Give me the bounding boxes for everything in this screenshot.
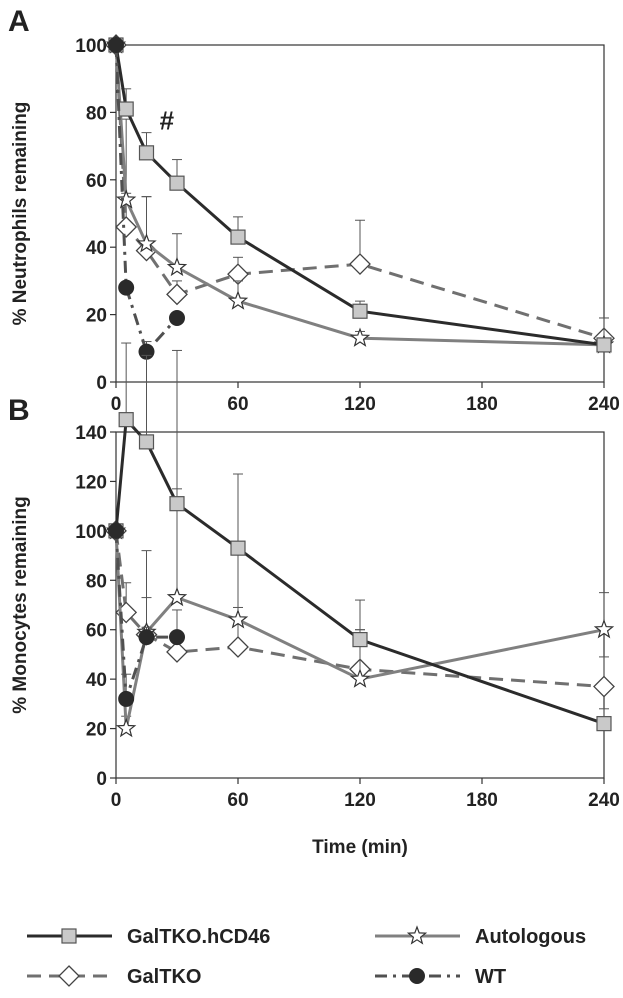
x-tick-label: 0 bbox=[111, 394, 122, 415]
y-tick-label: 100 bbox=[75, 36, 107, 57]
x-tick-label: 60 bbox=[227, 790, 248, 811]
data-point bbox=[166, 586, 188, 607]
data-point bbox=[138, 629, 155, 646]
y-tick-label: 80 bbox=[86, 103, 107, 124]
significance-annotation: # bbox=[160, 105, 175, 135]
data-point bbox=[166, 641, 188, 663]
data-point bbox=[227, 609, 249, 629]
data-point bbox=[227, 636, 249, 658]
y-tick-label: 60 bbox=[86, 621, 107, 642]
data-point bbox=[349, 253, 371, 275]
legend-marker bbox=[406, 925, 428, 945]
x-axis-label: Time (min) bbox=[312, 837, 408, 858]
data-point bbox=[118, 279, 135, 296]
y-tick-label: 40 bbox=[86, 238, 107, 259]
y-tick-label: 0 bbox=[96, 373, 107, 394]
series-line bbox=[114, 44, 605, 340]
x-tick-label: 240 bbox=[588, 790, 620, 811]
data-point bbox=[349, 668, 371, 688]
data-point bbox=[593, 675, 615, 698]
legend-item-galtko_hcd46: GalTKO.hCD46 bbox=[27, 926, 270, 948]
data-point bbox=[166, 283, 188, 306]
data-point bbox=[169, 629, 185, 646]
data-point bbox=[118, 412, 134, 428]
y-tick-label: 40 bbox=[86, 670, 107, 691]
y-tick-label: 140 bbox=[75, 423, 107, 444]
legend: GalTKO.hCD46 Autologous GalTKO WT bbox=[27, 925, 586, 988]
data-point bbox=[166, 256, 188, 277]
data-point bbox=[118, 690, 135, 707]
y-tick-label: 120 bbox=[75, 472, 107, 493]
panel-label: B bbox=[8, 394, 30, 427]
data-point bbox=[136, 233, 157, 253]
x-tick-label: 0 bbox=[111, 790, 122, 811]
series-galtko_hcd46 bbox=[108, 37, 612, 353]
x-tick-label: 60 bbox=[227, 394, 248, 415]
y-axis-label: % Neutrophils remaining bbox=[10, 102, 31, 326]
legend-label: WT bbox=[475, 966, 506, 988]
panel-a: A 0 20 40 60 80 100 0 60 120 180 240 % Neutrophils r… bbox=[8, 5, 620, 415]
x-tick-label: 180 bbox=[466, 394, 498, 415]
x-tick-label: 120 bbox=[344, 394, 376, 415]
legend-label: GalTKO.hCD46 bbox=[127, 926, 270, 948]
legend-marker bbox=[58, 965, 80, 987]
series-wt bbox=[108, 522, 185, 707]
y-tick-label: 100 bbox=[75, 522, 107, 543]
legend-item-galtko: GalTKO bbox=[27, 965, 201, 988]
data-point bbox=[227, 290, 249, 310]
data-point bbox=[108, 37, 124, 53]
data-point bbox=[169, 309, 185, 326]
series-line bbox=[114, 44, 605, 347]
data-point bbox=[169, 175, 185, 191]
x-tick-label: 120 bbox=[344, 790, 376, 811]
series-line bbox=[114, 44, 179, 355]
y-tick-label: 20 bbox=[86, 720, 107, 741]
data-point bbox=[115, 216, 138, 238]
data-point bbox=[138, 145, 155, 161]
y-tick-label: 60 bbox=[86, 171, 107, 192]
data-point bbox=[115, 717, 137, 738]
data-point bbox=[115, 189, 137, 209]
panel-label: A bbox=[8, 5, 30, 38]
data-point bbox=[138, 434, 155, 450]
data-point bbox=[118, 101, 134, 117]
data-point bbox=[596, 716, 612, 732]
data-point bbox=[169, 496, 185, 512]
y-tick-label: 20 bbox=[86, 306, 107, 327]
y-tick-label: 80 bbox=[86, 571, 107, 592]
data-point bbox=[593, 618, 615, 639]
legend-label: GalTKO bbox=[127, 966, 201, 988]
data-point bbox=[349, 327, 371, 347]
x-tick-label: 180 bbox=[466, 790, 498, 811]
x-tick-label: 240 bbox=[588, 394, 620, 415]
data-point bbox=[352, 631, 368, 648]
data-point bbox=[230, 229, 246, 245]
y-tick-label: 0 bbox=[96, 769, 107, 790]
legend-item-autologous: Autologous bbox=[375, 925, 586, 948]
y-axis-label: % Monocytes remaining bbox=[10, 496, 31, 714]
data-point bbox=[108, 522, 124, 539]
legend-item-wt: WT bbox=[375, 966, 506, 988]
legend-label: Autologous bbox=[475, 926, 586, 948]
data-point bbox=[352, 303, 368, 319]
legend-marker bbox=[61, 928, 77, 944]
series-wt bbox=[108, 37, 185, 360]
data-point bbox=[596, 337, 612, 353]
series-line bbox=[114, 530, 177, 700]
legend-marker bbox=[409, 968, 425, 984]
data-point bbox=[230, 540, 246, 556]
